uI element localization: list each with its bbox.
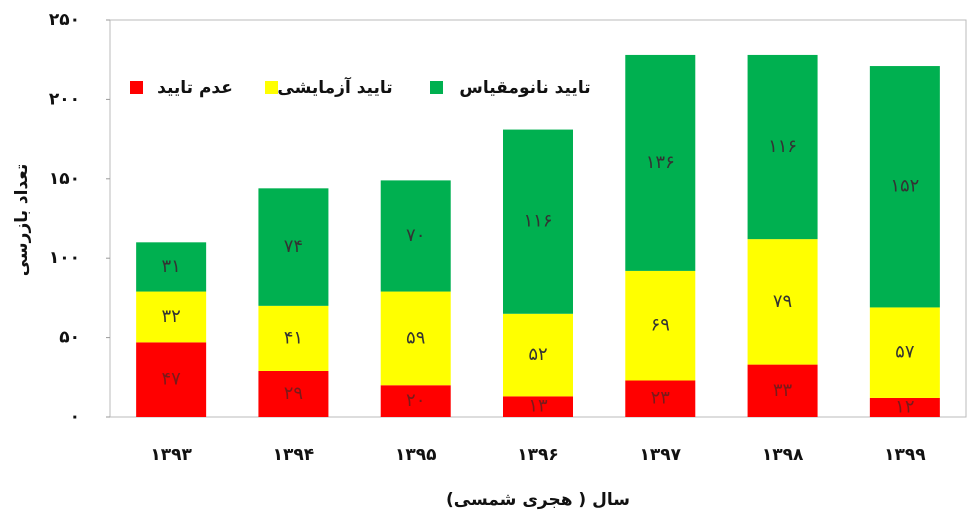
- data-label: ۴۷: [161, 369, 181, 390]
- data-label: ۵۷: [895, 342, 915, 363]
- data-label: ۱۵۲: [890, 176, 919, 197]
- legend-swatch: [265, 81, 278, 94]
- x-tick-label: ۱۳۹۸: [762, 445, 804, 465]
- bar-segment: [136, 291, 207, 343]
- bar-segment: [136, 242, 207, 292]
- legend-swatch: [130, 81, 143, 94]
- x-tick-label: ۱۳۹۴: [273, 445, 315, 465]
- bar-segment: [869, 307, 940, 398]
- x-tick-label: ۱۳۹۷: [640, 445, 682, 465]
- bar-segment: [503, 396, 573, 417]
- data-label: ۲۹: [284, 383, 303, 404]
- data-label: ۳۳: [773, 380, 793, 401]
- data-label: ۷۹: [773, 291, 792, 312]
- bar-segment: [380, 385, 451, 417]
- bar-segment: [747, 364, 818, 417]
- data-label: ۱۱۶: [523, 211, 552, 232]
- x-tick-label: ۱۳۹۵: [395, 445, 437, 465]
- bar-segment: [503, 129, 573, 314]
- legend-label: تایید نانومقیاس: [459, 78, 590, 98]
- bar-segment: [625, 270, 696, 381]
- x-tick-label: ۱۳۹۳: [150, 445, 192, 465]
- data-label: ۷۰: [406, 225, 425, 246]
- bar-segment: [258, 188, 329, 306]
- data-label: ۳۲: [161, 306, 180, 327]
- y-tick-label: ۰: [70, 407, 80, 427]
- y-tick-label: ۱۰۰: [49, 248, 80, 268]
- bar-segment: [869, 66, 940, 308]
- data-label: ۱۲: [895, 396, 914, 417]
- data-label: ۱۳۶: [646, 152, 675, 173]
- data-label: ۱۳: [528, 396, 548, 417]
- bar-segment: [869, 397, 940, 417]
- bar-segment: [136, 342, 207, 417]
- bar-segment: [503, 313, 573, 397]
- data-label: ۶۹: [651, 315, 670, 336]
- x-axis-label: سال ( هجری شمسی): [446, 490, 630, 510]
- x-tick-label: ۱۳۹۶: [517, 445, 559, 465]
- data-label: ۴۱: [284, 327, 303, 348]
- bar-segment: [380, 291, 451, 386]
- y-tick-label: ۲۵۰: [49, 10, 80, 30]
- data-label: ۲۳: [651, 388, 671, 409]
- y-tick-label: ۱۵۰: [49, 169, 80, 189]
- data-label: ۱۱۶: [768, 136, 797, 157]
- data-label: ۳۱: [161, 256, 180, 277]
- legend-label: عدم تایید: [157, 78, 233, 98]
- bar-segment: [747, 54, 818, 240]
- legend-label: تایید آزمایشی: [277, 76, 392, 98]
- data-label: ۵۹: [406, 327, 425, 348]
- bar-segment: [258, 305, 329, 371]
- y-tick-label: ۲۰۰: [49, 89, 80, 109]
- bar-segment: [625, 380, 696, 417]
- data-label: ۲۰: [406, 390, 425, 411]
- data-label: ۷۴: [284, 236, 303, 257]
- bar-segment: [747, 239, 818, 365]
- legend-swatch: [430, 81, 443, 94]
- bar-segment: [380, 180, 451, 292]
- y-tick-label: ۵۰: [59, 328, 80, 348]
- bar-segment: [258, 370, 329, 417]
- y-axis-label: تعداد بازرسی: [12, 164, 32, 277]
- data-label: ۵۲: [528, 344, 547, 365]
- x-tick-label: ۱۳۹۹: [884, 445, 926, 465]
- bar-segment: [625, 54, 696, 271]
